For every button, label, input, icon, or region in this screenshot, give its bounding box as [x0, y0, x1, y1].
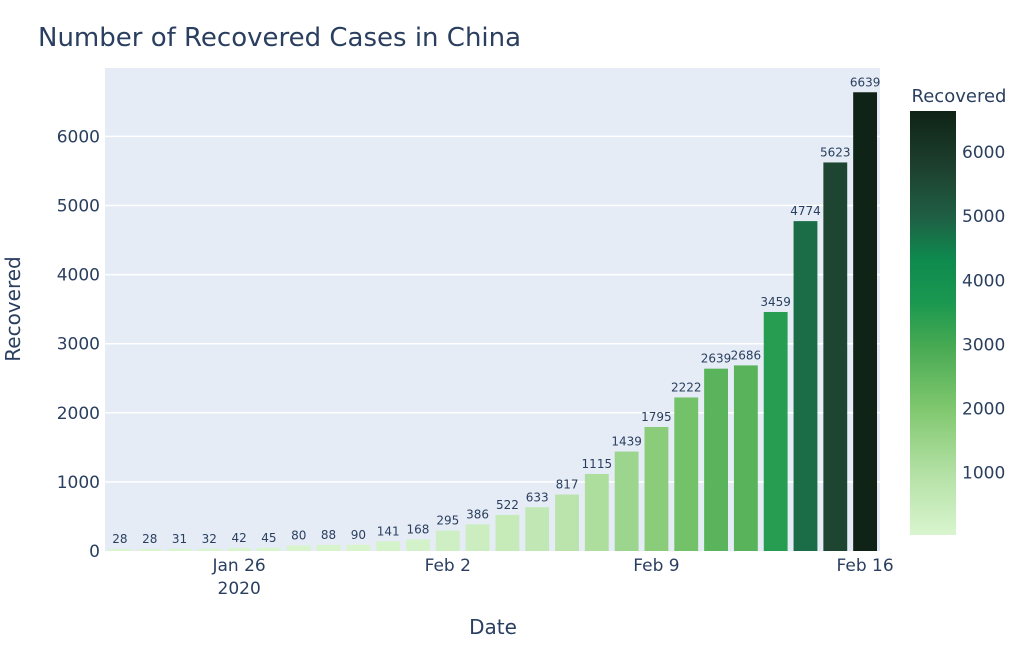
bar[interactable]	[704, 368, 728, 551]
colorbar-tick-label: 6000	[962, 143, 1005, 163]
chart-title: Number of Recovered Cases in China	[38, 23, 521, 53]
bar[interactable]	[406, 539, 430, 551]
bar-value-label: 88	[321, 528, 336, 542]
y-tick-label: 6000	[57, 127, 100, 147]
bar[interactable]	[495, 514, 520, 551]
bar[interactable]	[316, 544, 341, 551]
bar-value-label: 28	[142, 532, 157, 546]
bar-value-label: 1115	[582, 457, 613, 471]
y-tick-label: 3000	[57, 335, 100, 355]
bar[interactable]	[584, 473, 609, 551]
bar-value-label: 295	[436, 514, 459, 528]
bar-value-label: 817	[556, 478, 579, 492]
bar-value-label: 522	[496, 498, 519, 512]
bar-value-label: 2686	[731, 348, 762, 362]
bar-value-label: 386	[466, 507, 489, 521]
bar-value-label: 80	[291, 528, 306, 542]
x-tick-label: Feb 16	[837, 556, 894, 576]
bar[interactable]	[227, 548, 252, 551]
y-axis-label: Recovered	[1, 256, 25, 361]
bar[interactable]	[823, 162, 848, 551]
bar[interactable]	[435, 530, 460, 551]
colorbar-tick-label: 2000	[962, 400, 1005, 420]
colorbar-ticks: 1000 2000 3000 4000 5000 6000	[962, 143, 1005, 484]
x-tick-label: Feb 2	[425, 556, 471, 576]
bar[interactable]	[257, 547, 281, 551]
bars	[107, 92, 878, 551]
bar[interactable]	[644, 426, 669, 551]
bar[interactable]	[465, 524, 490, 551]
x-tick-label: Jan 26	[212, 556, 266, 576]
y-tick-label: 1000	[57, 473, 100, 493]
bar[interactable]	[733, 365, 758, 551]
gridlines	[105, 135, 880, 483]
bar[interactable]	[137, 549, 162, 551]
bar[interactable]	[525, 507, 550, 551]
colorbar-tick-label: 5000	[962, 207, 1005, 227]
bar-value-label: 1439	[611, 435, 642, 449]
bar-value-label: 32	[202, 532, 217, 546]
y-tick-label: 4000	[57, 266, 100, 286]
bar[interactable]	[763, 311, 788, 551]
bar[interactable]	[614, 451, 639, 551]
bar[interactable]	[167, 548, 192, 551]
bar-value-label: 5623	[820, 145, 851, 159]
y-tick-label: 5000	[57, 197, 100, 217]
x-axis-ticks: Jan 26 2020 Feb 2 Feb 9 Feb 16	[212, 556, 894, 599]
bar-value-label: 633	[526, 490, 549, 504]
colorbar-title: Recovered	[912, 86, 1007, 107]
bar-value-label: 42	[231, 531, 246, 545]
bar-value-label: 31	[172, 532, 187, 546]
bar-value-label: 3459	[760, 295, 791, 309]
bar-value-label: 45	[261, 531, 276, 545]
bar[interactable]	[346, 544, 371, 551]
x-tick-label: Feb 9	[633, 556, 679, 576]
bar[interactable]	[286, 545, 311, 551]
bar[interactable]	[107, 549, 132, 551]
colorbar-tick-label: 1000	[962, 464, 1005, 484]
y-axis-ticks: 0 1000 2000 3000 4000 5000 6000	[57, 127, 100, 562]
y-tick-label: 2000	[57, 404, 100, 424]
bar[interactable]	[674, 397, 699, 551]
bar-value-label: 1795	[641, 410, 672, 424]
colorbar-tick-label: 4000	[962, 271, 1005, 291]
bar-value-label: 90	[351, 528, 366, 542]
bar[interactable]	[793, 221, 818, 551]
bar[interactable]	[197, 548, 222, 551]
bar[interactable]	[376, 541, 401, 551]
bar-value-label: 168	[407, 522, 430, 536]
colorbar-tick-label: 3000	[962, 335, 1005, 355]
bar-value-label: 141	[377, 524, 400, 538]
x-tick-sublabel: 2020	[218, 579, 261, 599]
colorbar: Recovered 1000 2000 3000 4000 5000 6000	[910, 86, 1006, 535]
bar-value-label: 6639	[850, 75, 881, 89]
bar-value-label: 2639	[701, 352, 732, 366]
bar-value-label: 28	[112, 532, 127, 546]
y-tick-label: 0	[89, 542, 100, 562]
x-axis-label: Date	[469, 615, 517, 639]
bar[interactable]	[853, 92, 878, 551]
colorbar-gradient	[910, 111, 956, 535]
bar[interactable]	[555, 494, 579, 551]
bar-value-label: 2222	[671, 380, 702, 394]
bar-value-label: 4774	[790, 204, 821, 218]
